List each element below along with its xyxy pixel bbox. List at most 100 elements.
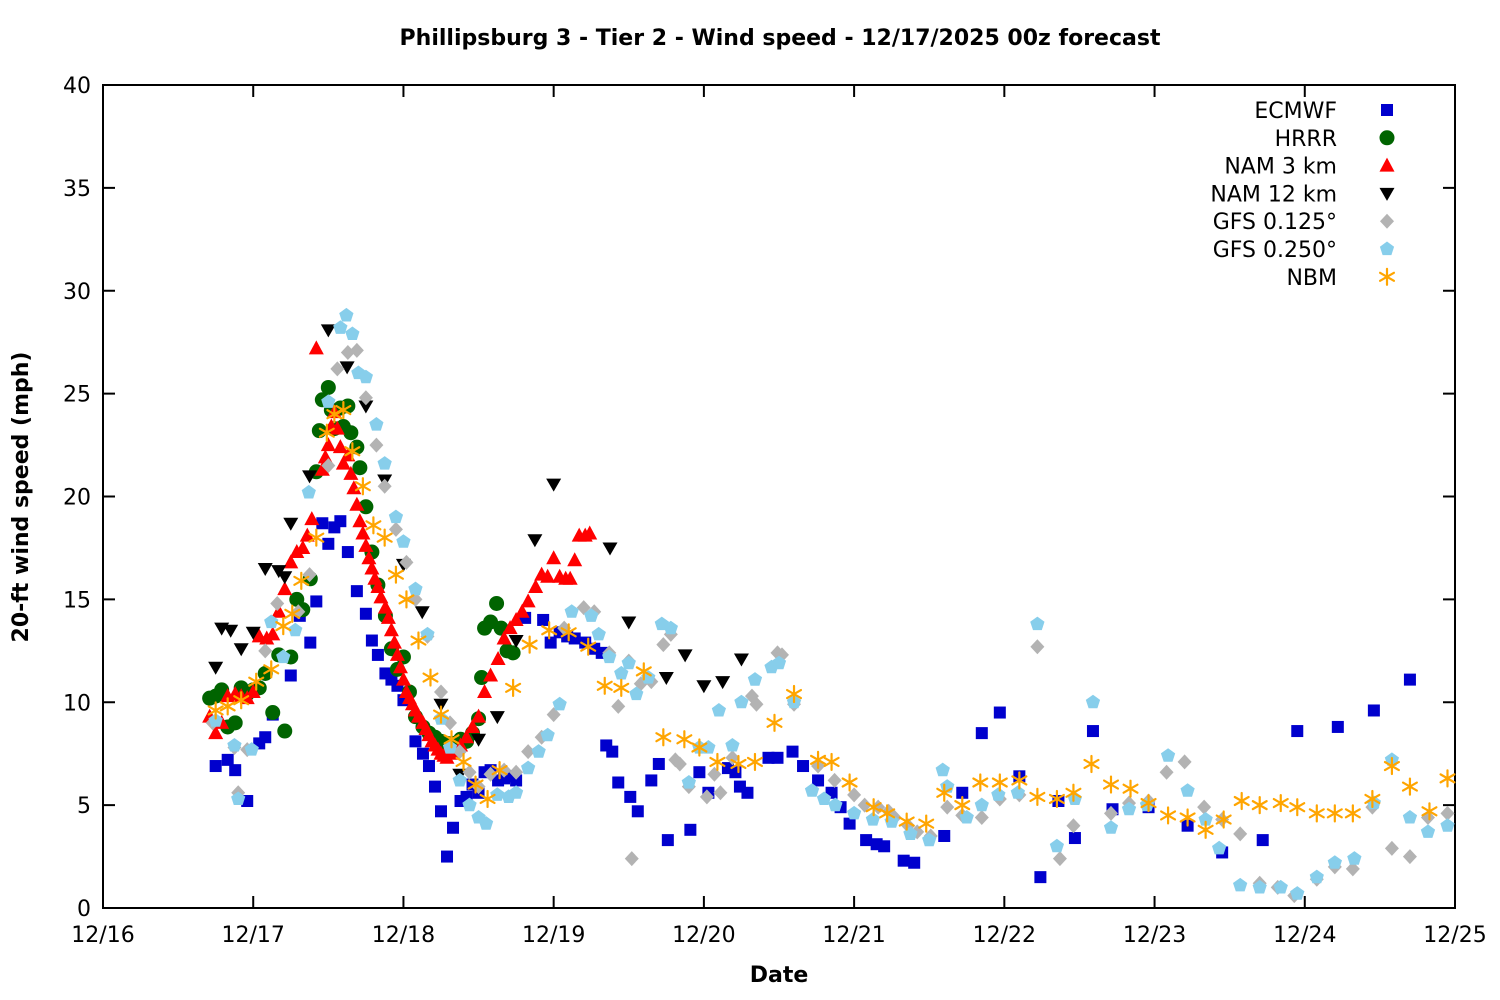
data-point — [340, 344, 355, 360]
data-point — [349, 496, 365, 511]
asterisk-ray — [560, 627, 577, 638]
asterisk-ray — [865, 802, 882, 813]
data-point — [435, 805, 447, 818]
data-point — [330, 361, 345, 377]
data-point — [747, 672, 763, 686]
data-point — [270, 595, 285, 611]
data-point — [741, 786, 754, 799]
data-point — [786, 745, 799, 758]
data-point — [483, 766, 498, 782]
data-point — [277, 723, 293, 739]
data-point — [606, 745, 619, 758]
data-point — [455, 752, 472, 772]
asterisk-ray — [1029, 791, 1046, 802]
data-point — [596, 676, 613, 695]
data-point — [352, 513, 368, 528]
asterisk-ray — [1179, 812, 1196, 823]
x-tick-label: 12/16 — [71, 923, 134, 948]
data-point — [918, 814, 935, 833]
data-point — [1030, 616, 1045, 631]
data-point — [1083, 754, 1100, 774]
data-point — [508, 611, 524, 626]
data-point — [560, 623, 577, 642]
data-point — [377, 599, 393, 614]
data-point — [489, 595, 505, 611]
data-point — [1180, 783, 1195, 797]
data-point — [521, 635, 538, 654]
legend-marker-circle-icon — [1379, 130, 1395, 146]
data-point — [762, 751, 775, 764]
data-point — [358, 537, 374, 552]
data-point — [386, 634, 402, 649]
data-point — [956, 786, 969, 799]
data-point — [645, 774, 658, 787]
data-point — [661, 834, 674, 847]
data-point — [1402, 810, 1418, 824]
asterisk-ray — [635, 666, 652, 677]
data-point — [613, 678, 630, 697]
asterisk-ray — [308, 532, 325, 543]
data-point — [709, 752, 726, 772]
data-point — [399, 554, 414, 570]
data-point — [1159, 764, 1174, 780]
data-point — [219, 697, 236, 716]
data-point — [320, 379, 336, 395]
data-point — [489, 711, 505, 725]
legend-label-gfs-0-250-: GFS 0.250° — [1213, 238, 1337, 263]
data-point — [373, 589, 389, 604]
data-point — [1327, 855, 1342, 869]
data-point — [514, 603, 530, 618]
data-point — [1086, 725, 1099, 738]
data-point — [715, 676, 731, 690]
asterisk-ray — [1421, 806, 1438, 817]
data-point — [1401, 777, 1418, 796]
asterisk-ray — [709, 756, 726, 768]
data-point — [1065, 783, 1082, 802]
data-point — [380, 609, 396, 624]
legend-label-ecmwf: ECMWF — [1254, 99, 1337, 124]
data-point — [528, 579, 544, 594]
asterisk-ray — [1308, 808, 1325, 819]
data-point — [540, 568, 556, 583]
data-point — [447, 821, 460, 834]
data-point — [422, 668, 439, 687]
y-tick-label: 30 — [63, 280, 91, 305]
data-point — [629, 686, 644, 701]
data-point — [663, 620, 678, 635]
data-point — [730, 754, 747, 774]
data-point — [335, 455, 351, 470]
x-tick-label: 12/18 — [372, 923, 435, 948]
data-point — [1102, 775, 1120, 794]
data-point — [1068, 832, 1081, 845]
asterisk-ray — [879, 808, 896, 819]
data-point — [1052, 851, 1067, 867]
data-point — [509, 764, 524, 780]
y-tick-label: 40 — [63, 74, 91, 99]
data-point — [277, 581, 293, 596]
data-point — [467, 775, 484, 794]
data-point — [358, 400, 374, 414]
data-point — [656, 637, 671, 653]
asterisk-ray — [785, 688, 803, 700]
data-point — [490, 787, 505, 801]
data-point — [433, 698, 449, 712]
legend-marker-triangle-up-icon — [1379, 157, 1395, 172]
data-point — [284, 669, 297, 682]
data-point — [991, 773, 1008, 792]
data-point — [1290, 886, 1305, 900]
data-point — [865, 798, 882, 817]
data-point — [301, 484, 316, 499]
data-point — [564, 604, 579, 618]
asterisk-ray — [918, 818, 935, 829]
data-point — [749, 696, 764, 712]
asterisk-ray — [344, 446, 361, 457]
asterisk-ray — [354, 481, 371, 492]
data-point — [699, 789, 714, 805]
data-point — [320, 437, 336, 452]
asterisk-ray — [972, 777, 989, 788]
data-point — [908, 856, 921, 869]
data-point — [520, 593, 536, 608]
asterisk-ray — [841, 777, 858, 788]
asterisk-ray — [1233, 795, 1250, 807]
data-point — [677, 649, 693, 663]
